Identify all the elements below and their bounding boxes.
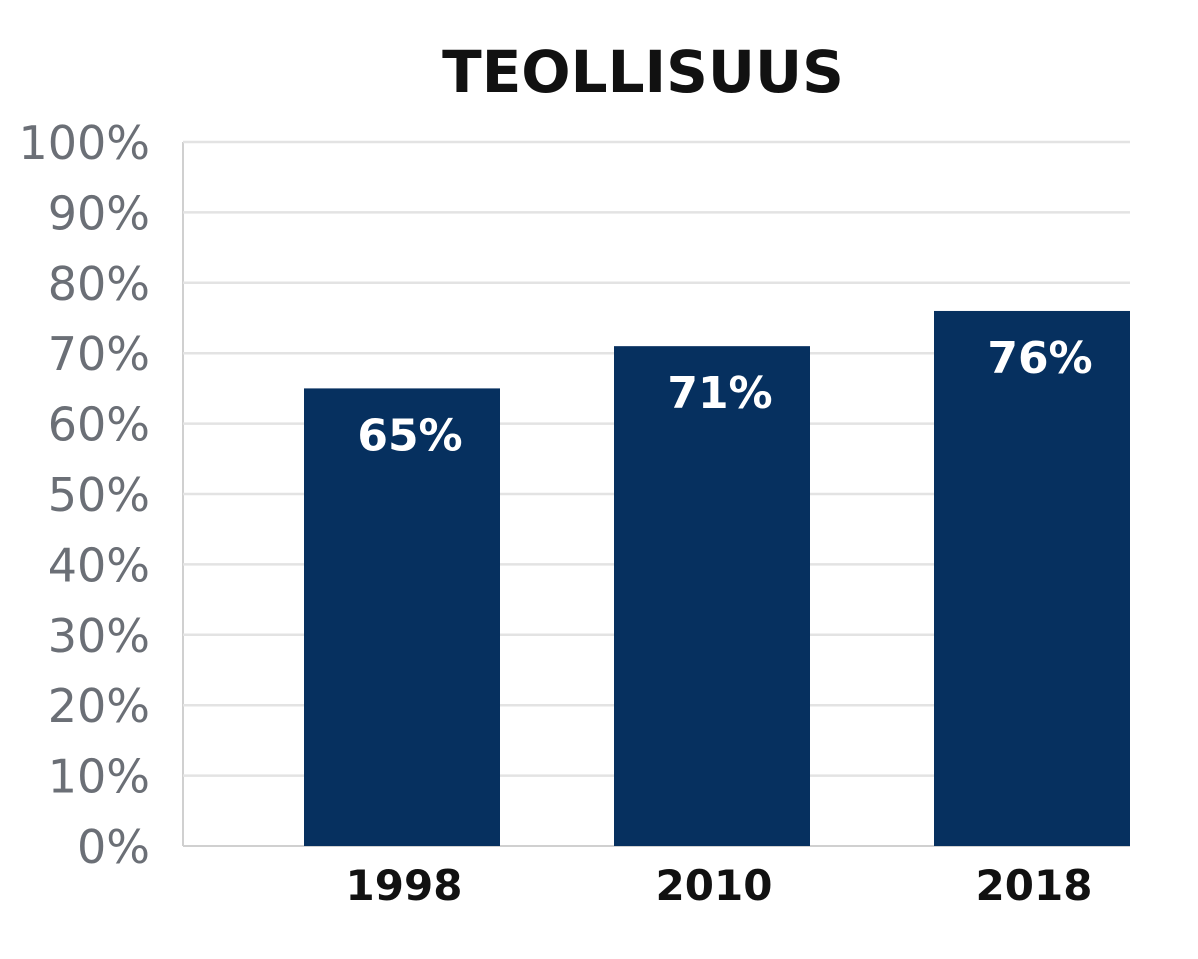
bar bbox=[614, 346, 810, 846]
data-label: 65% bbox=[357, 410, 462, 461]
data-label: 71% bbox=[667, 368, 772, 419]
bars: 65% 71% 76% bbox=[304, 310, 1130, 847]
y-tick-label: 40% bbox=[48, 538, 150, 592]
x-tick-label: 2018 bbox=[976, 861, 1093, 910]
bar bbox=[934, 310, 1130, 847]
y-tick-label: 20% bbox=[48, 679, 150, 733]
y-tick-label: 90% bbox=[48, 186, 150, 240]
y-tick-label: 30% bbox=[48, 609, 150, 663]
y-tick-label: 60% bbox=[48, 398, 150, 452]
x-tick-label: 1998 bbox=[346, 861, 463, 910]
y-tick-label: 100% bbox=[18, 116, 150, 170]
y-tick-label: 50% bbox=[48, 468, 150, 522]
y-axis-tick-labels: 0% 10% 20% 30% 40% 50% 60% 70% 80% 90% 100% bbox=[18, 116, 150, 874]
chart-title: TEOLLISUUS bbox=[442, 38, 844, 106]
y-tick-label: 80% bbox=[48, 257, 150, 311]
data-label: 76% bbox=[987, 333, 1092, 384]
y-tick-label: 10% bbox=[48, 750, 150, 804]
bar bbox=[304, 388, 500, 846]
x-tick-label: 2010 bbox=[656, 861, 773, 910]
y-tick-label: 70% bbox=[48, 327, 150, 381]
y-tick-label: 0% bbox=[77, 820, 150, 874]
x-axis-tick-labels: 1998 2010 2018 bbox=[346, 861, 1093, 910]
